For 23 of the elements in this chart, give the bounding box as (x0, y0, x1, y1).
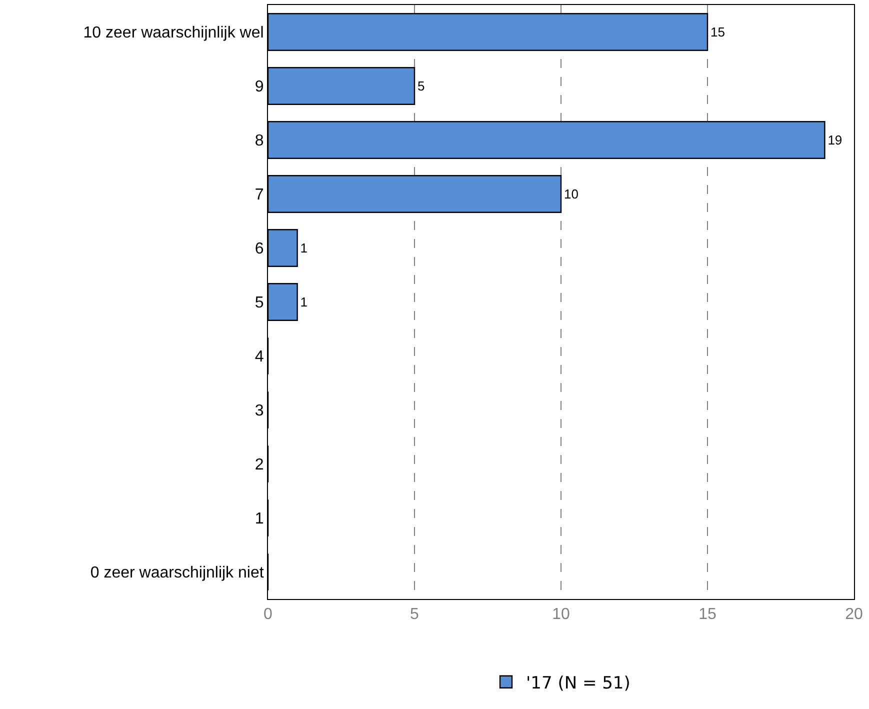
data-label: 1 (300, 240, 308, 256)
data-label: 15 (710, 24, 725, 40)
x-tick-label: 5 (410, 606, 420, 624)
y-tick-label: 0 zeer waarschijnlijk niet (90, 564, 264, 582)
x-tick-label: 10 (552, 606, 570, 624)
data-label: 19 (828, 132, 842, 148)
legend-label: '17 (N = 51) (526, 674, 630, 694)
y-tick-label: 5 (254, 294, 264, 312)
x-tick-label: 0 (264, 606, 273, 624)
data-label: 5 (418, 78, 425, 94)
y-tick-label: 6 (254, 240, 264, 258)
y-tick-label: 7 (254, 186, 264, 204)
y-tick-label: 9 (254, 78, 264, 96)
y-tick-label: 8 (254, 132, 264, 150)
y-tick-label: 4 (254, 348, 264, 366)
data-label: 10 (564, 186, 578, 202)
y-tick-label: 10 zeer waarschijnlijk wel (83, 24, 264, 42)
y-tick-label: 2 (254, 456, 264, 474)
x-tick-label: 15 (698, 606, 716, 624)
x-tick-label: 20 (845, 606, 863, 624)
y-tick-label: 3 (254, 402, 264, 420)
data-label: 1 (300, 294, 308, 310)
y-tick-label: 1 (254, 510, 264, 528)
